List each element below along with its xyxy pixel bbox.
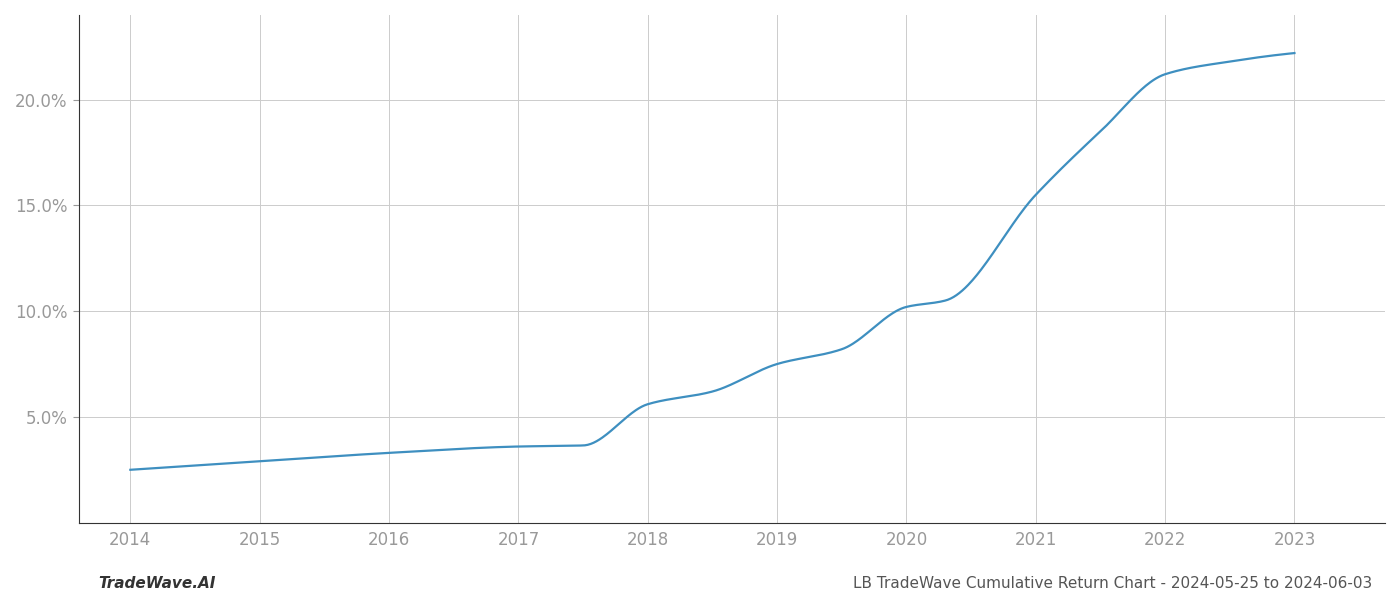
Text: TradeWave.AI: TradeWave.AI — [98, 576, 216, 591]
Text: LB TradeWave Cumulative Return Chart - 2024-05-25 to 2024-06-03: LB TradeWave Cumulative Return Chart - 2… — [853, 576, 1372, 591]
